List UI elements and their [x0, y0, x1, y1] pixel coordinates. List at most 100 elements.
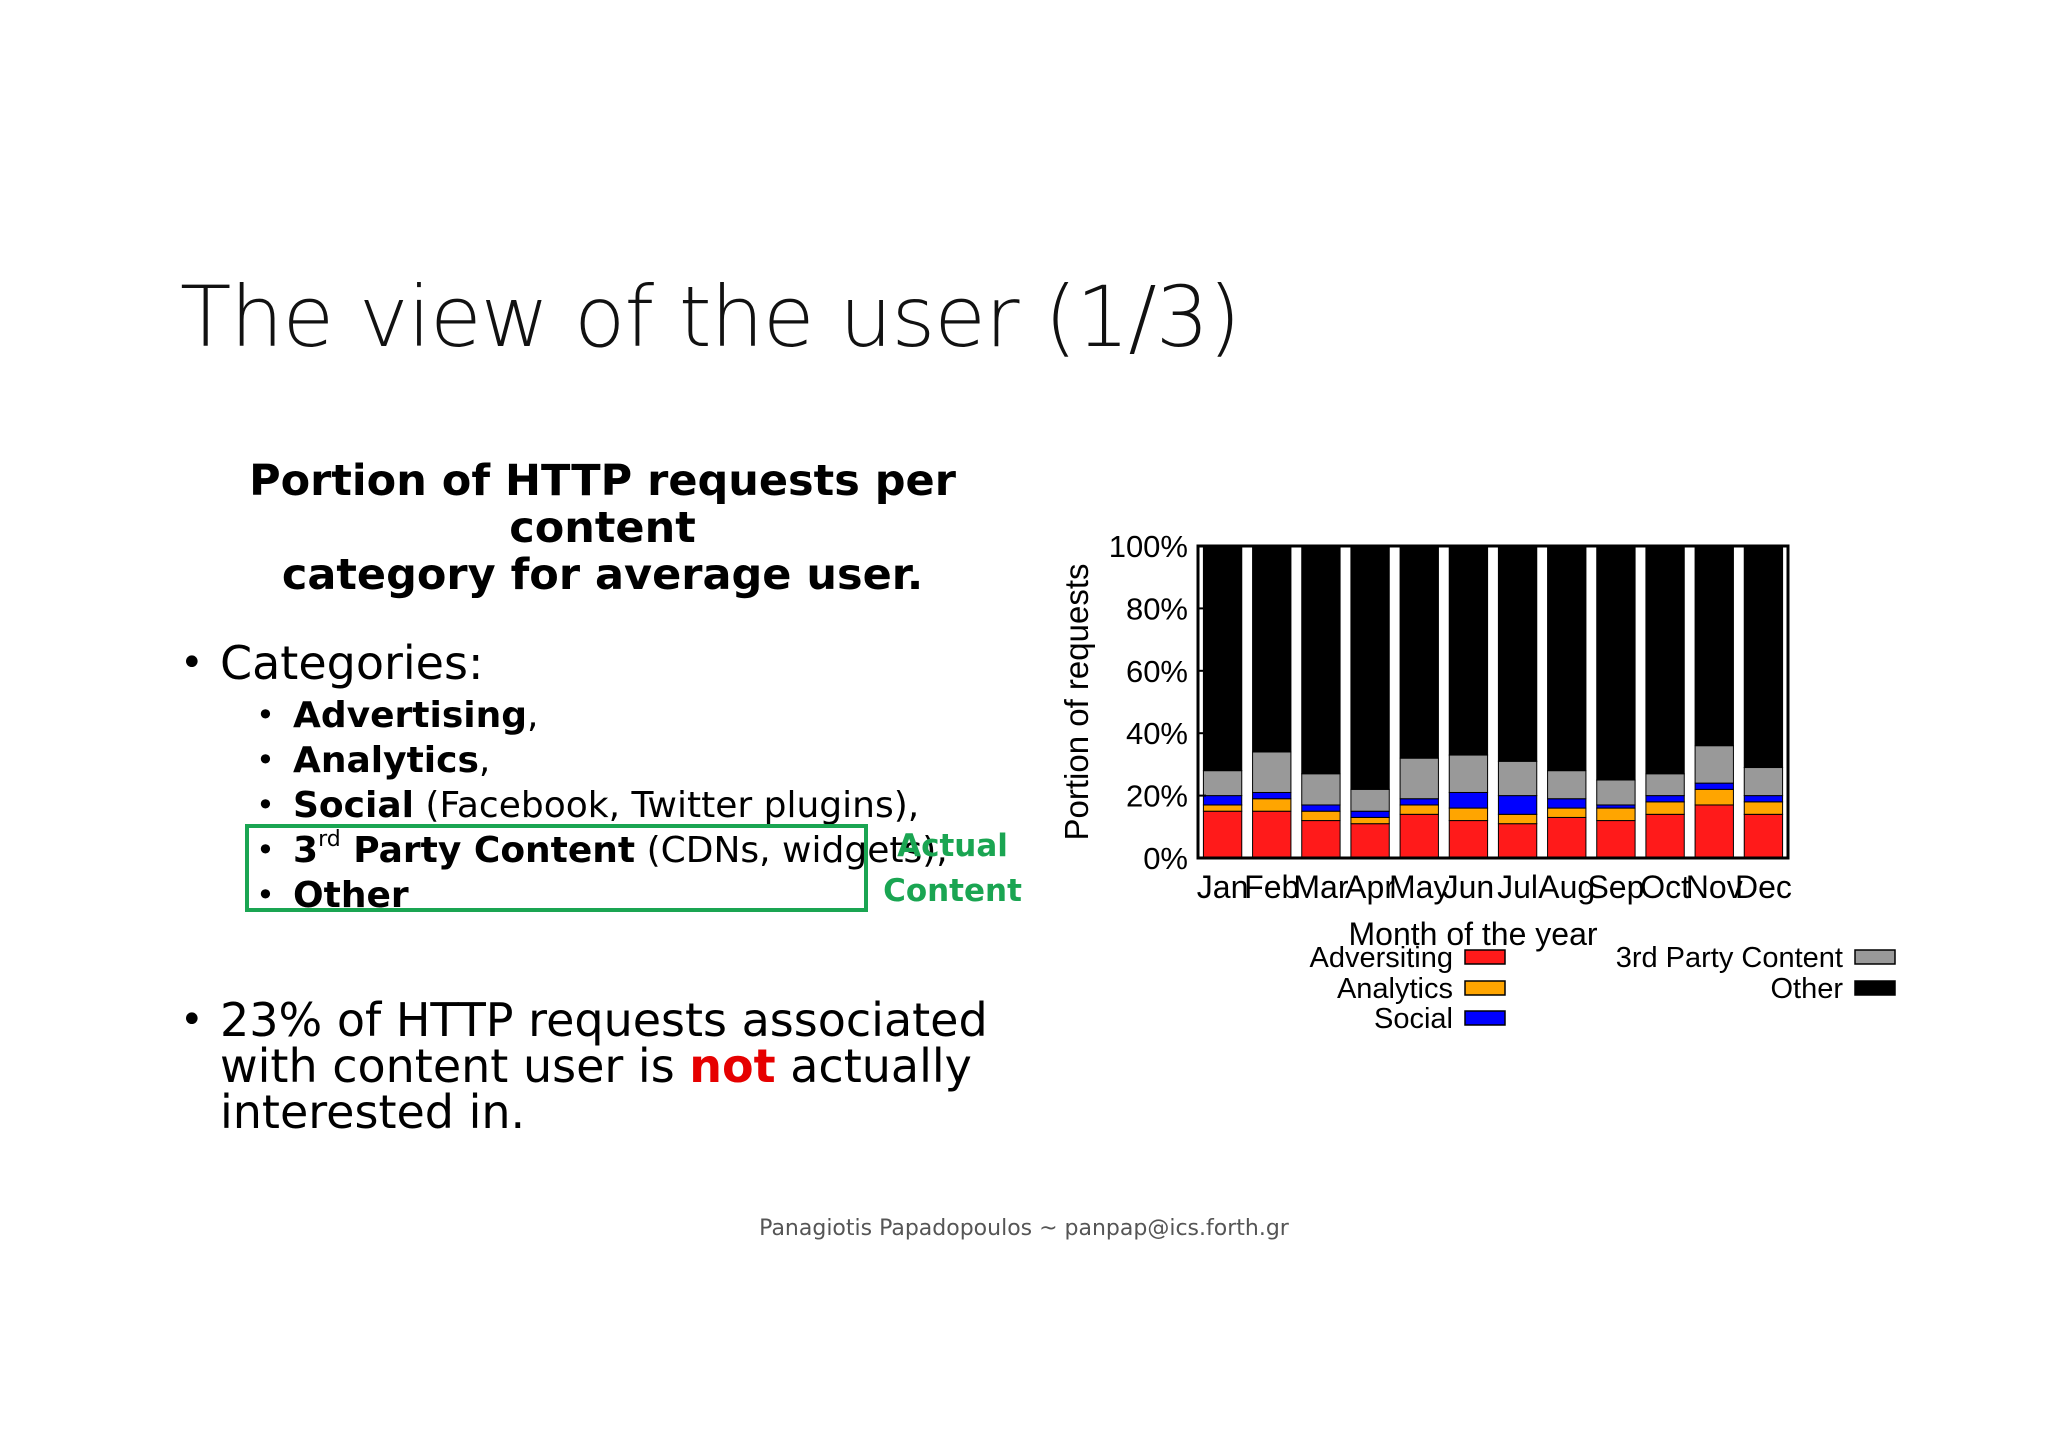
bar-segment-other-apr	[1350, 545, 1390, 790]
legend-label-3rd-party-content: 3rd Party Content	[1616, 942, 1843, 974]
plot-frame	[1196, 544, 1790, 860]
bar-segment-social-apr	[1350, 810, 1390, 818]
bullet-icon: •	[256, 876, 275, 914]
legend-label-analytics: Analytics	[1337, 973, 1453, 1005]
bar-segment-social-jan	[1202, 795, 1243, 806]
legend-swatch-adversiting	[1464, 949, 1506, 965]
legend-swatch-social	[1464, 1010, 1506, 1026]
bar-segment-3rd-party-content-aug	[1547, 770, 1587, 800]
category-detail: (CDNs, widgets),	[635, 830, 948, 871]
bar-segment-3rd-party-content-sep	[1596, 779, 1636, 806]
bar-segment-other-mar	[1301, 545, 1341, 775]
x-tick-label-sep: Sep	[1587, 869, 1644, 905]
bar-segment-3rd-party-content-nov	[1694, 745, 1734, 784]
y-tick-label: 40%	[1126, 716, 1188, 751]
bar-segment-adversiting-nov	[1694, 804, 1734, 859]
legend-label-other: Other	[1770, 973, 1843, 1005]
bar-segment-analytics-jan	[1202, 804, 1243, 812]
bar-segment-other-nov	[1694, 545, 1734, 747]
legend-label-adversiting: Adversiting	[1310, 942, 1453, 974]
bar-segment-other-oct	[1645, 545, 1685, 775]
x-tick-label-oct: Oct	[1640, 869, 1690, 905]
chart-caption: Portion of HTTP requests per content cat…	[170, 458, 1035, 599]
bar-segment-social-oct	[1645, 795, 1685, 803]
y-tick-label: 0%	[1143, 841, 1188, 876]
bar-segment-other-jul	[1497, 545, 1538, 762]
bar-segment-social-dec	[1743, 795, 1784, 803]
bar-segment-adversiting-feb	[1252, 810, 1292, 859]
bar-segment-adversiting-jun	[1448, 820, 1489, 859]
actual-label-line-2: Content	[883, 873, 1022, 909]
ordinal-suffix: rd	[318, 827, 341, 852]
bar-segment-adversiting-jul	[1497, 823, 1538, 859]
bar-segment-analytics-oct	[1645, 801, 1685, 815]
stat-text: 23% of HTTP requests associated with con…	[220, 997, 1080, 1135]
y-axis-label: Portion of requests	[1058, 564, 1095, 841]
category-name: Social	[293, 785, 414, 826]
y-tick-label: 80%	[1126, 591, 1188, 626]
x-tick-label-aug: Aug	[1538, 869, 1595, 905]
bar-segment-3rd-party-content-feb	[1252, 751, 1292, 793]
category-detail: ,	[478, 740, 491, 781]
slide-title: The view of the user (1/3)	[180, 268, 1241, 366]
plot-background	[1198, 546, 1788, 858]
bar-segment-social-nov	[1694, 782, 1734, 790]
legend-label-social: Social	[1374, 1003, 1453, 1035]
bar-segment-adversiting-aug	[1547, 816, 1587, 859]
bullet-icon: •	[256, 831, 275, 869]
bar-segment-analytics-dec	[1743, 801, 1784, 815]
bar-segment-other-dec	[1743, 545, 1784, 769]
bar-segment-adversiting-oct	[1645, 813, 1685, 859]
x-tick-label-nov: Nov	[1686, 869, 1743, 905]
bar-segment-3rd-party-content-oct	[1645, 773, 1685, 797]
category-name: Party Content	[340, 830, 636, 871]
bar-segment-adversiting-sep	[1596, 820, 1636, 859]
bullet-icon: •	[256, 786, 275, 824]
category-detail: (Facebook, Twitter plugins),	[413, 785, 920, 826]
x-tick-label-jan: Jan	[1197, 869, 1249, 905]
legend-swatch-3rd-party-content	[1854, 949, 1896, 965]
bar-segment-adversiting-dec	[1743, 813, 1784, 859]
x-tick-label-jun: Jun	[1443, 869, 1495, 905]
x-tick-label-apr: Apr	[1345, 869, 1395, 905]
bullet-icon: •	[256, 741, 275, 779]
bar-segment-other-may	[1399, 545, 1439, 759]
bar-segment-adversiting-mar	[1301, 820, 1341, 859]
legend-swatch-analytics	[1464, 980, 1506, 996]
bar-segment-3rd-party-content-dec	[1743, 767, 1784, 797]
bar-segment-3rd-party-content-jul	[1497, 760, 1538, 797]
slide-footer: Panagiotis Papadopoulos ~ panpap@ics.for…	[759, 1216, 1289, 1241]
bar-segment-social-feb	[1252, 791, 1292, 800]
x-tick-label-mar: Mar	[1293, 869, 1348, 905]
chart-caption-line-2: category for average user.	[281, 550, 924, 600]
legend-swatch-other	[1854, 980, 1896, 996]
bar-segment-adversiting-may	[1399, 813, 1439, 859]
bar-segment-adversiting-jan	[1202, 810, 1243, 859]
bar-segment-analytics-may	[1399, 804, 1439, 815]
y-tick-label: 60%	[1126, 654, 1188, 689]
x-axis-label: Month of the year	[1348, 916, 1597, 952]
bar-segment-analytics-jul	[1497, 813, 1538, 825]
bullet-icon: •	[180, 640, 204, 686]
bar-segment-social-aug	[1547, 798, 1587, 809]
bar-segment-analytics-nov	[1694, 788, 1734, 806]
y-tick-label: 100%	[1109, 529, 1188, 564]
bar-segment-3rd-party-content-jan	[1202, 770, 1243, 797]
bar-segment-3rd-party-content-mar	[1301, 773, 1341, 806]
x-tick-label-dec: Dec	[1735, 869, 1792, 905]
actual-content-highlight-box	[245, 824, 868, 912]
category-name: Analytics	[293, 740, 479, 781]
stat-text-post: actually interested in.	[220, 1039, 972, 1139]
bullet-icon: •	[256, 696, 275, 734]
bar-segment-other-jan	[1202, 545, 1243, 772]
bar-segment-3rd-party-content-may	[1399, 757, 1439, 800]
category-name-prefix: 3	[293, 830, 319, 871]
bar-segment-analytics-sep	[1596, 807, 1636, 822]
bar-segment-3rd-party-content-apr	[1350, 788, 1390, 812]
bar-segment-social-may	[1399, 798, 1439, 806]
stat-highlight-word: not	[689, 1039, 776, 1093]
bar-segment-social-jun	[1448, 791, 1489, 809]
categories-heading: Categories:	[220, 636, 484, 690]
bar-segment-3rd-party-content-jun	[1448, 754, 1489, 793]
